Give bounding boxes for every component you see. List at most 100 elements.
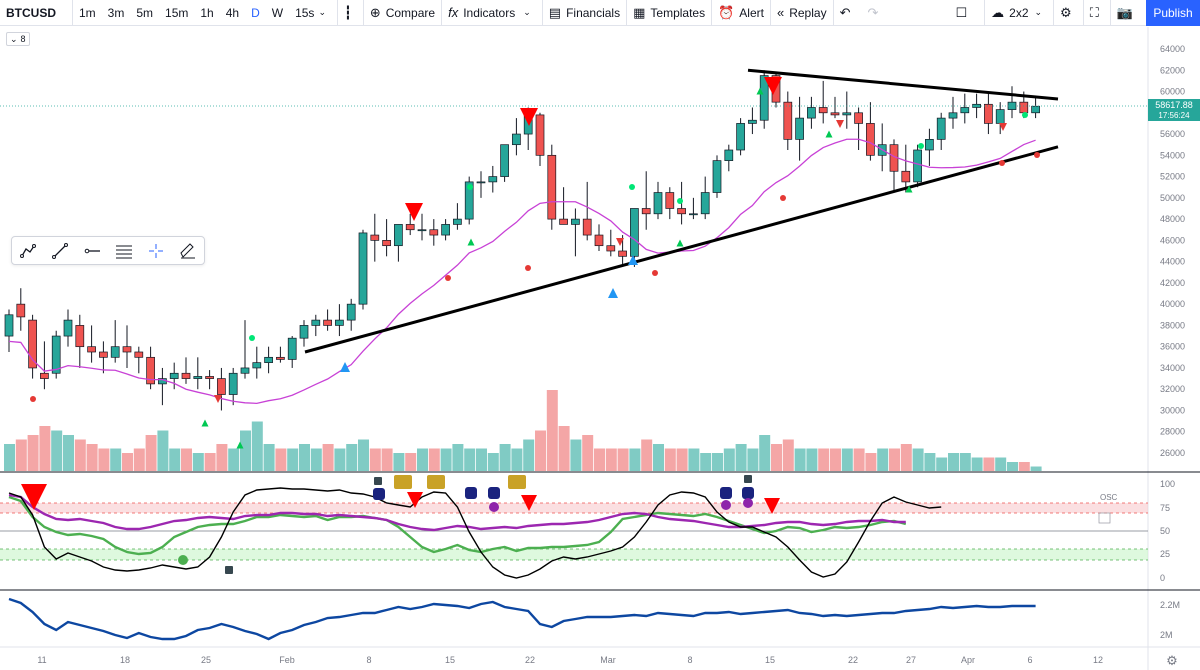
oversold-band [0,549,1148,560]
upper-trendline[interactable] [747,68,1059,101]
fullscreen-button[interactable]: ⛶ [1082,0,1110,26]
replay-button[interactable]: « Replay [769,0,833,26]
interval-d[interactable]: D [245,0,266,26]
candle [169,362,179,390]
trend-line-icon[interactable] [49,240,71,262]
overbought-band [0,503,1148,513]
scale-settings-icon[interactable]: ⚙ [1166,654,1178,669]
volume-bar [546,390,558,471]
financials-button[interactable]: ▤ Financials [541,0,626,26]
interval-label: 1h [200,5,214,20]
crosshair-icon[interactable] [145,240,167,262]
candle-body [1019,101,1029,114]
candle [948,96,958,129]
gear-icon: ⚙ [1060,4,1072,20]
candle [63,309,73,347]
collapse-legend-button[interactable]: ⌄ 8 [6,32,30,46]
candle-body [571,218,580,225]
redo-button[interactable]: ↷ [861,0,889,26]
symbol-search[interactable]: BTCUSD [0,0,72,26]
volume-bar [181,448,192,471]
candle [559,187,568,225]
volume-bar [240,430,251,471]
indicator-settings-icon[interactable] [1098,512,1111,524]
chart-type-button[interactable]: ┇ [336,0,363,26]
volume-bar [1030,466,1042,471]
candle-body [429,229,439,236]
candle [901,144,911,193]
chart-canvas[interactable]: 6400062000600005800056000540005200050000… [0,27,1200,670]
volume-bar [712,453,723,471]
candle-body [193,376,203,379]
volume-bar [558,426,570,471]
price-tick-label: 56000 [1160,129,1185,139]
publish-button[interactable]: Publish [1146,0,1200,26]
candle [488,165,498,193]
buy-signal-arrow [201,419,209,427]
candle [299,320,309,347]
candle-body [818,107,828,114]
candle-body [28,319,37,369]
candle-body [382,240,391,247]
candle-body [335,319,344,326]
candle [252,346,262,379]
candle-body [252,362,262,369]
countdown-label: 17:56:24 [1158,111,1190,120]
interval-15s[interactable]: 15s ⌄ [289,0,337,26]
volume-bar [122,453,133,471]
indicators-button[interactable]: fx Indicators ⌄ [441,0,542,26]
brush-icon[interactable] [17,240,39,262]
settings-button[interactable]: ⚙ [1053,0,1083,26]
osc-gold-marker [508,475,526,489]
volume-bar [1018,462,1030,471]
osc-purple-marker [721,500,731,510]
interval-3m[interactable]: 3m [102,0,131,26]
compare-button[interactable]: ⊕ Compare [362,0,441,26]
candle-body [925,139,934,151]
volume-bar [971,457,983,471]
candle-body [464,181,474,220]
small-sell-marker [999,123,1007,131]
price-tick-label: 62000 [1160,65,1185,75]
top-toolbar: BTCUSD 1m 3m 5m 15m 1h 4h D W 15s ⌄ ┇ ⊕ Co… [0,0,1200,26]
interval-1m[interactable]: 1m [72,0,102,26]
interval-15m[interactable]: 15m [159,0,194,26]
volume-bar [251,421,263,471]
time-tick-label: 11 [37,655,46,665]
templates-button[interactable]: ▦ Templates [626,0,711,26]
fib-retracement-icon[interactable] [113,240,135,262]
volume-bar [310,448,322,471]
interval-w[interactable]: W [266,0,289,26]
sell-dot [30,396,36,402]
eraser-icon[interactable] [177,240,199,262]
fullscreen-select-button[interactable]: ☐ [949,0,978,26]
layout-button[interactable]: ☁ 2x2 ⌄ [984,0,1053,26]
redo-icon: ↷ [867,4,879,20]
undo-button[interactable]: ↶ [832,0,862,26]
candle [984,91,993,135]
sell-dot [999,160,1005,166]
horizontal-ray-icon[interactable] [81,240,103,262]
candle-body [146,356,155,385]
interval-5m[interactable]: 5m [130,0,159,26]
lower-trendline[interactable] [304,145,1059,354]
candle [535,112,545,166]
alert-button[interactable]: ⏰ Alert [711,0,770,26]
drawing-toolbar [11,236,205,265]
osc-dark-marker [744,475,752,483]
plus-circle-icon: ⊕ [369,4,381,20]
osc-tick-label: 100 [1160,479,1175,489]
buy-signal-arrow [236,441,244,449]
screenshot-button[interactable]: 📷 [1109,0,1144,26]
candle-body [960,107,970,114]
candle-body [264,356,273,363]
chevron-down-icon: ⌄ [523,7,531,17]
volume-bar [346,444,358,471]
volume-bar [853,448,865,471]
candle-body [547,154,557,220]
candle [122,325,132,368]
alert-label: Alert [739,5,764,20]
interval-4h[interactable]: 4h [220,0,245,26]
interval-1h[interactable]: 1h [194,0,219,26]
volume-bar [110,448,122,471]
